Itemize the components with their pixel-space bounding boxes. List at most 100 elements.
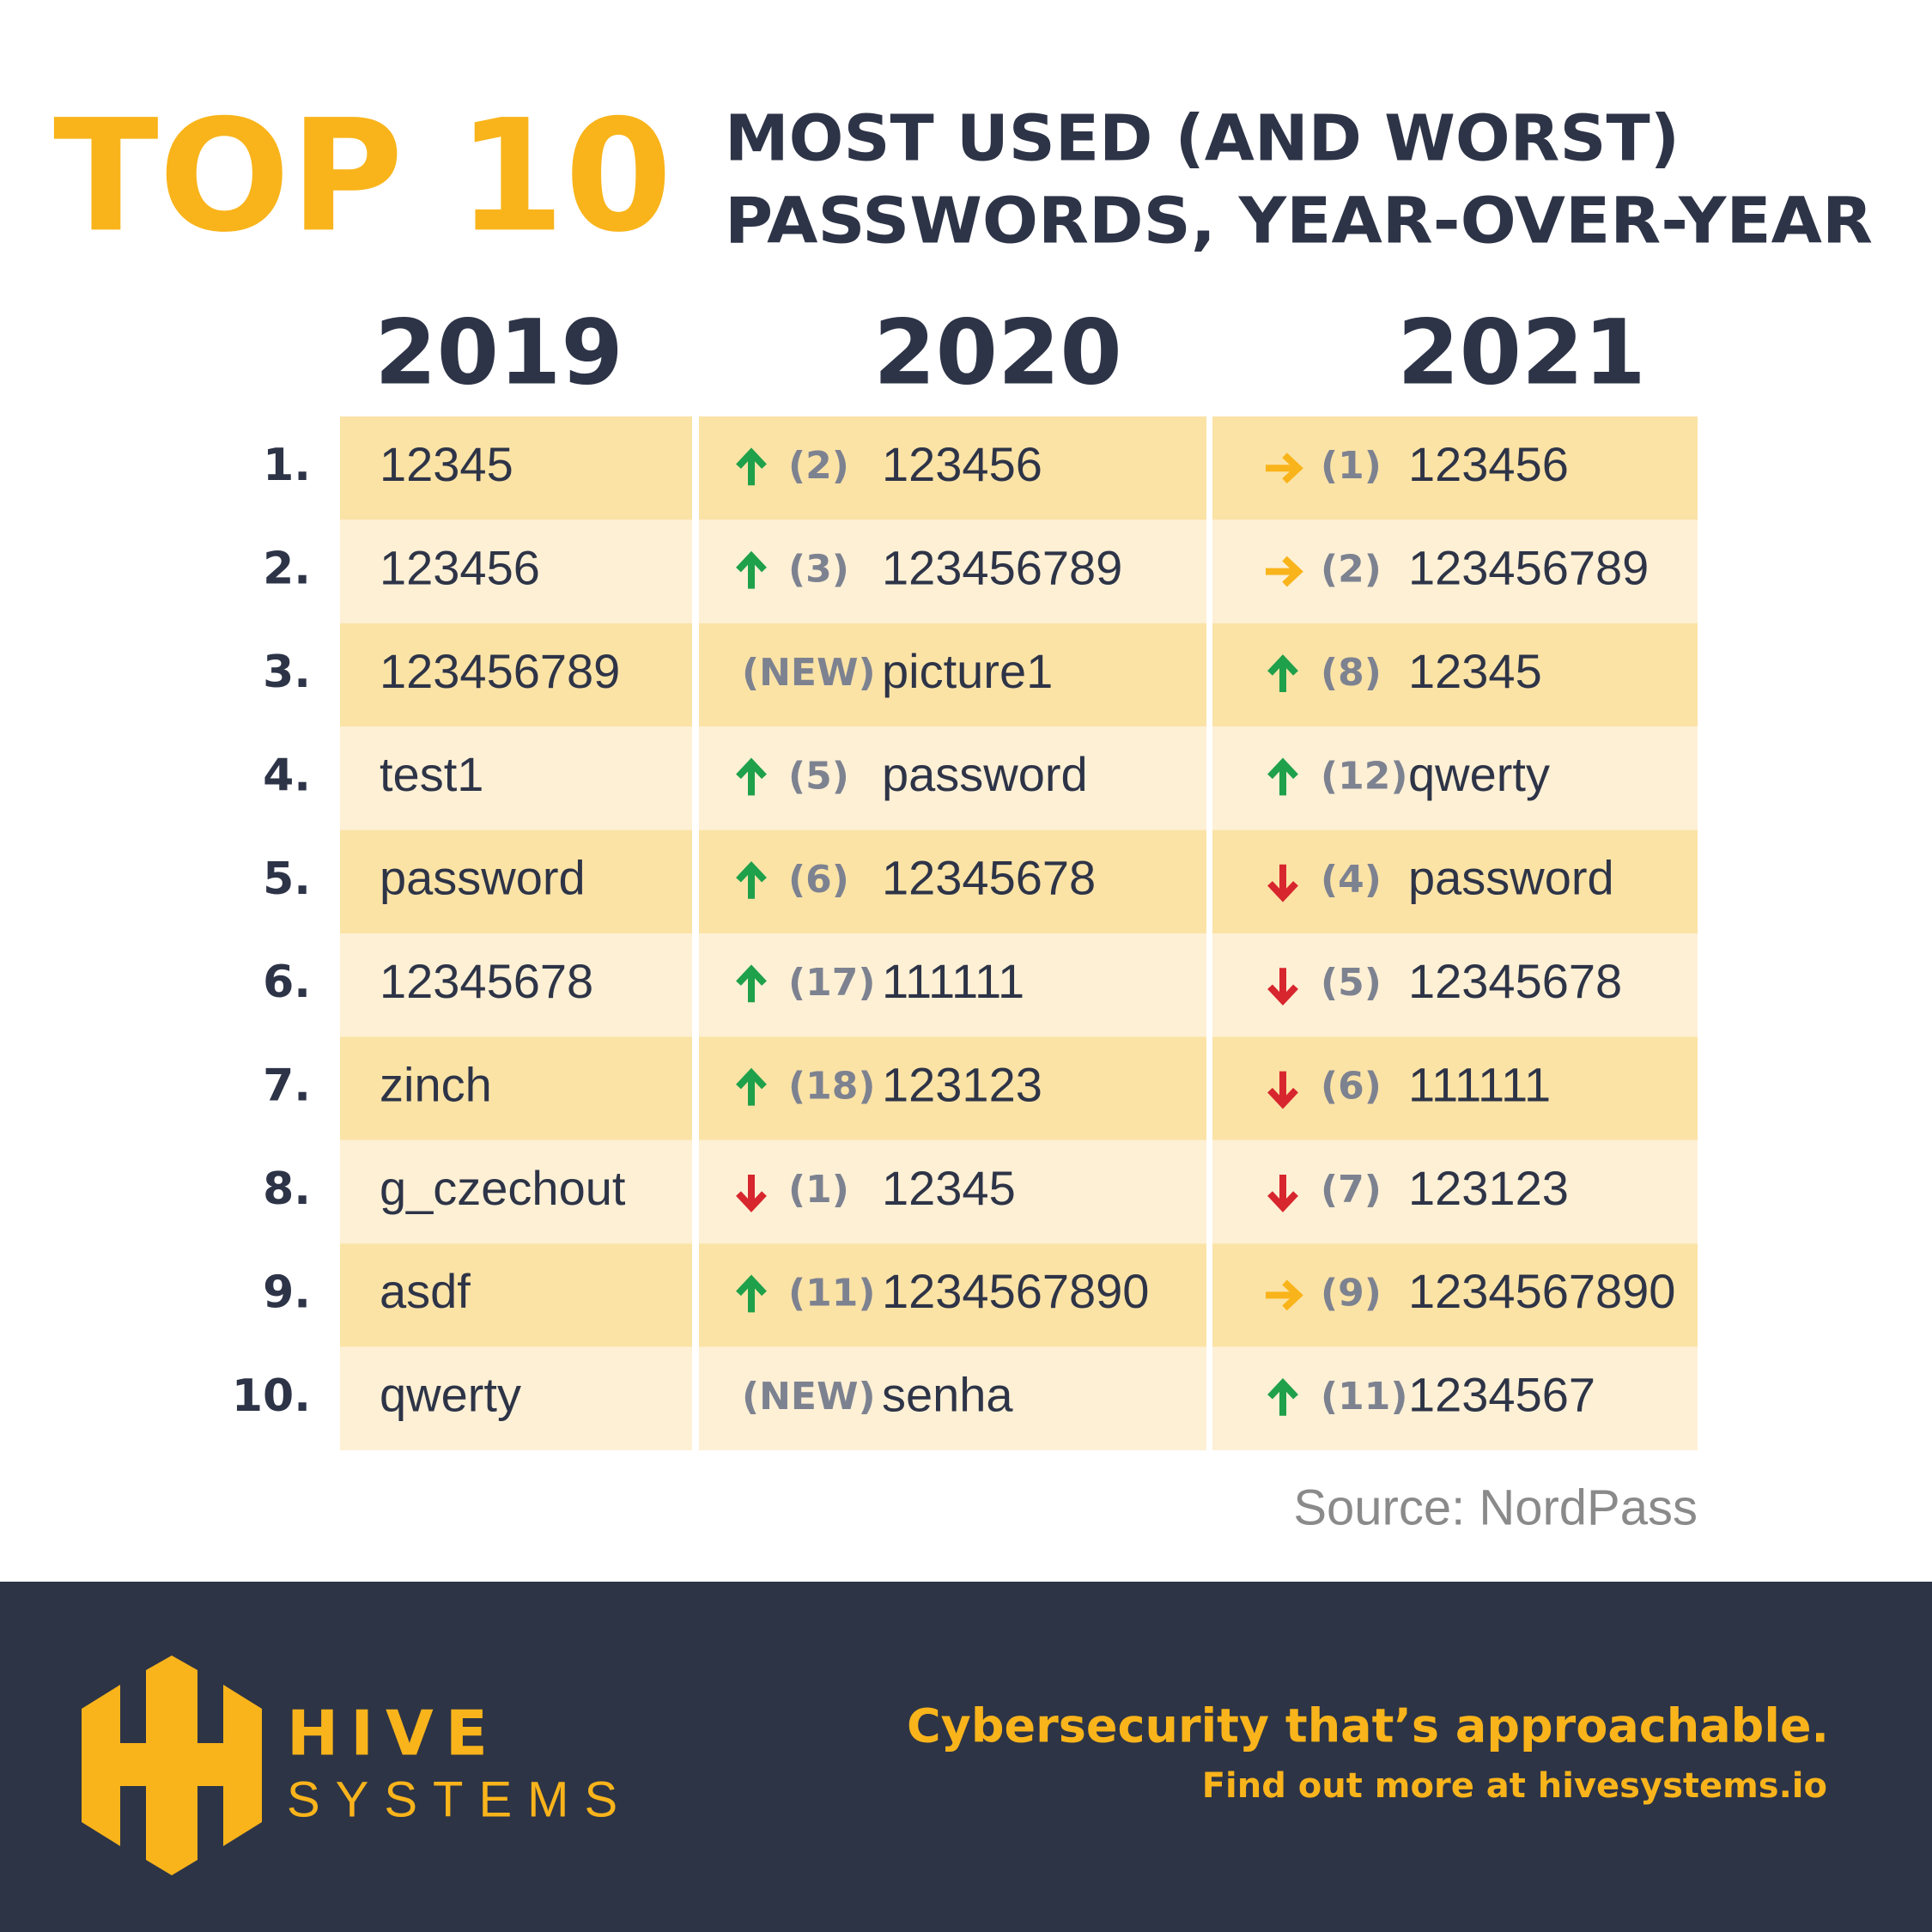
trend-arrow [1267,757,1298,796]
column-header: 2021 [1397,300,1645,404]
trend-arrow [1267,1175,1298,1212]
rank: 9. [263,1267,311,1318]
trend-arrow [736,550,767,589]
password: 123123 [882,1057,1042,1111]
cell [699,416,1206,520]
previous-rank: (1) [1321,444,1382,488]
footer-band [0,1582,1932,1932]
password: 1234567890 [1408,1264,1675,1318]
rank: 6. [263,957,311,1008]
cell [340,623,692,727]
cell [340,726,692,830]
link[interactable]: Find out more at hivesystems.io [1202,1766,1827,1806]
previous-rank: (NEW) [742,651,876,695]
trend-arrow [1267,654,1298,692]
big-title: TOP 10 [53,87,672,266]
cell [340,519,692,623]
previous-rank: (NEW) [742,1375,876,1419]
password: 123456789 [380,644,620,698]
trend-arrow [1266,453,1303,484]
password: 12345 [1408,644,1542,698]
trend-arrow [736,964,767,1003]
previous-rank: (17) [788,961,875,1005]
password: 123123 [1408,1161,1569,1215]
previous-rank: (11) [788,1271,875,1315]
cell [340,829,692,933]
logo-text: HIVE [287,1698,500,1770]
password: zinch [380,1057,492,1111]
trend-arrow [736,1274,767,1313]
previous-rank: (18) [788,1065,875,1109]
trend-arrow [1267,1377,1298,1416]
trend-arrow [1267,1071,1298,1109]
password: 123456 [1408,437,1569,491]
cell [340,1139,692,1244]
cell [699,623,1206,727]
password: 12345678 [882,851,1096,905]
password: 1234567 [1408,1368,1595,1422]
rank: 5. [263,854,311,905]
password: password [1408,851,1614,905]
previous-rank: (4) [1321,858,1382,902]
password: password [882,747,1088,801]
subtitle: PASSWORDS, YEAR-OVER-YEAR [725,185,1873,258]
cell [699,933,1206,1037]
cell [340,1036,692,1140]
column-header: 2019 [374,300,623,404]
password: senha [882,1368,1013,1422]
rank: 1. [263,440,311,491]
previous-rank: (5) [788,754,849,798]
trend-arrow [736,1067,767,1106]
password: 12345678 [380,954,593,1008]
rank: 10. [232,1370,311,1422]
subtitle: MOST USED (AND WORST) [725,102,1680,176]
password: 123456 [882,437,1042,491]
trend-arrow [1266,1279,1303,1311]
previous-rank: (2) [788,444,849,488]
previous-rank: (11) [1321,1375,1407,1419]
previous-rank: (5) [1321,961,1382,1005]
cell [340,933,692,1037]
cell [699,726,1206,830]
password: picture1 [882,644,1053,698]
password: qwerty [1408,747,1550,801]
cell [699,1036,1206,1140]
cell [340,1243,692,1347]
trend-arrow [736,860,767,899]
password: 12345678 [1408,954,1622,1008]
password: 1234567890 [882,1264,1149,1318]
previous-rank: (6) [1321,1065,1382,1109]
password: 123456789 [1408,540,1649,594]
password: test1 [380,747,483,801]
previous-rank: (1) [788,1168,849,1212]
password: 12345 [380,437,513,491]
source: Source: NordPass [1293,1479,1698,1535]
previous-rank: (12) [1321,754,1407,798]
password: 123456 [380,540,540,594]
logo-text: SYSTEMS [287,1771,633,1827]
password: 111111 [882,954,1024,1008]
previous-rank: (2) [1321,548,1382,592]
cell [699,1139,1206,1244]
trend-arrow [736,447,767,486]
cell [699,1346,1206,1450]
cell [340,416,692,520]
previous-rank: (8) [1321,651,1382,695]
password: 12345 [882,1161,1016,1215]
column-header: 2020 [873,300,1121,404]
trend-arrow [736,757,767,796]
password: qwerty [380,1368,521,1422]
rank: 4. [263,750,311,801]
cell [699,519,1206,623]
cell [699,829,1206,933]
previous-rank: (6) [788,858,849,902]
trend-arrow [1267,968,1298,1006]
cell [340,1346,692,1450]
trend-arrow [1265,556,1303,587]
rank: 3. [263,647,311,698]
tagline: Cybersecurity that’s approachable. [907,1699,1829,1753]
password: 123456789 [882,540,1122,594]
trend-arrow [736,1175,767,1212]
